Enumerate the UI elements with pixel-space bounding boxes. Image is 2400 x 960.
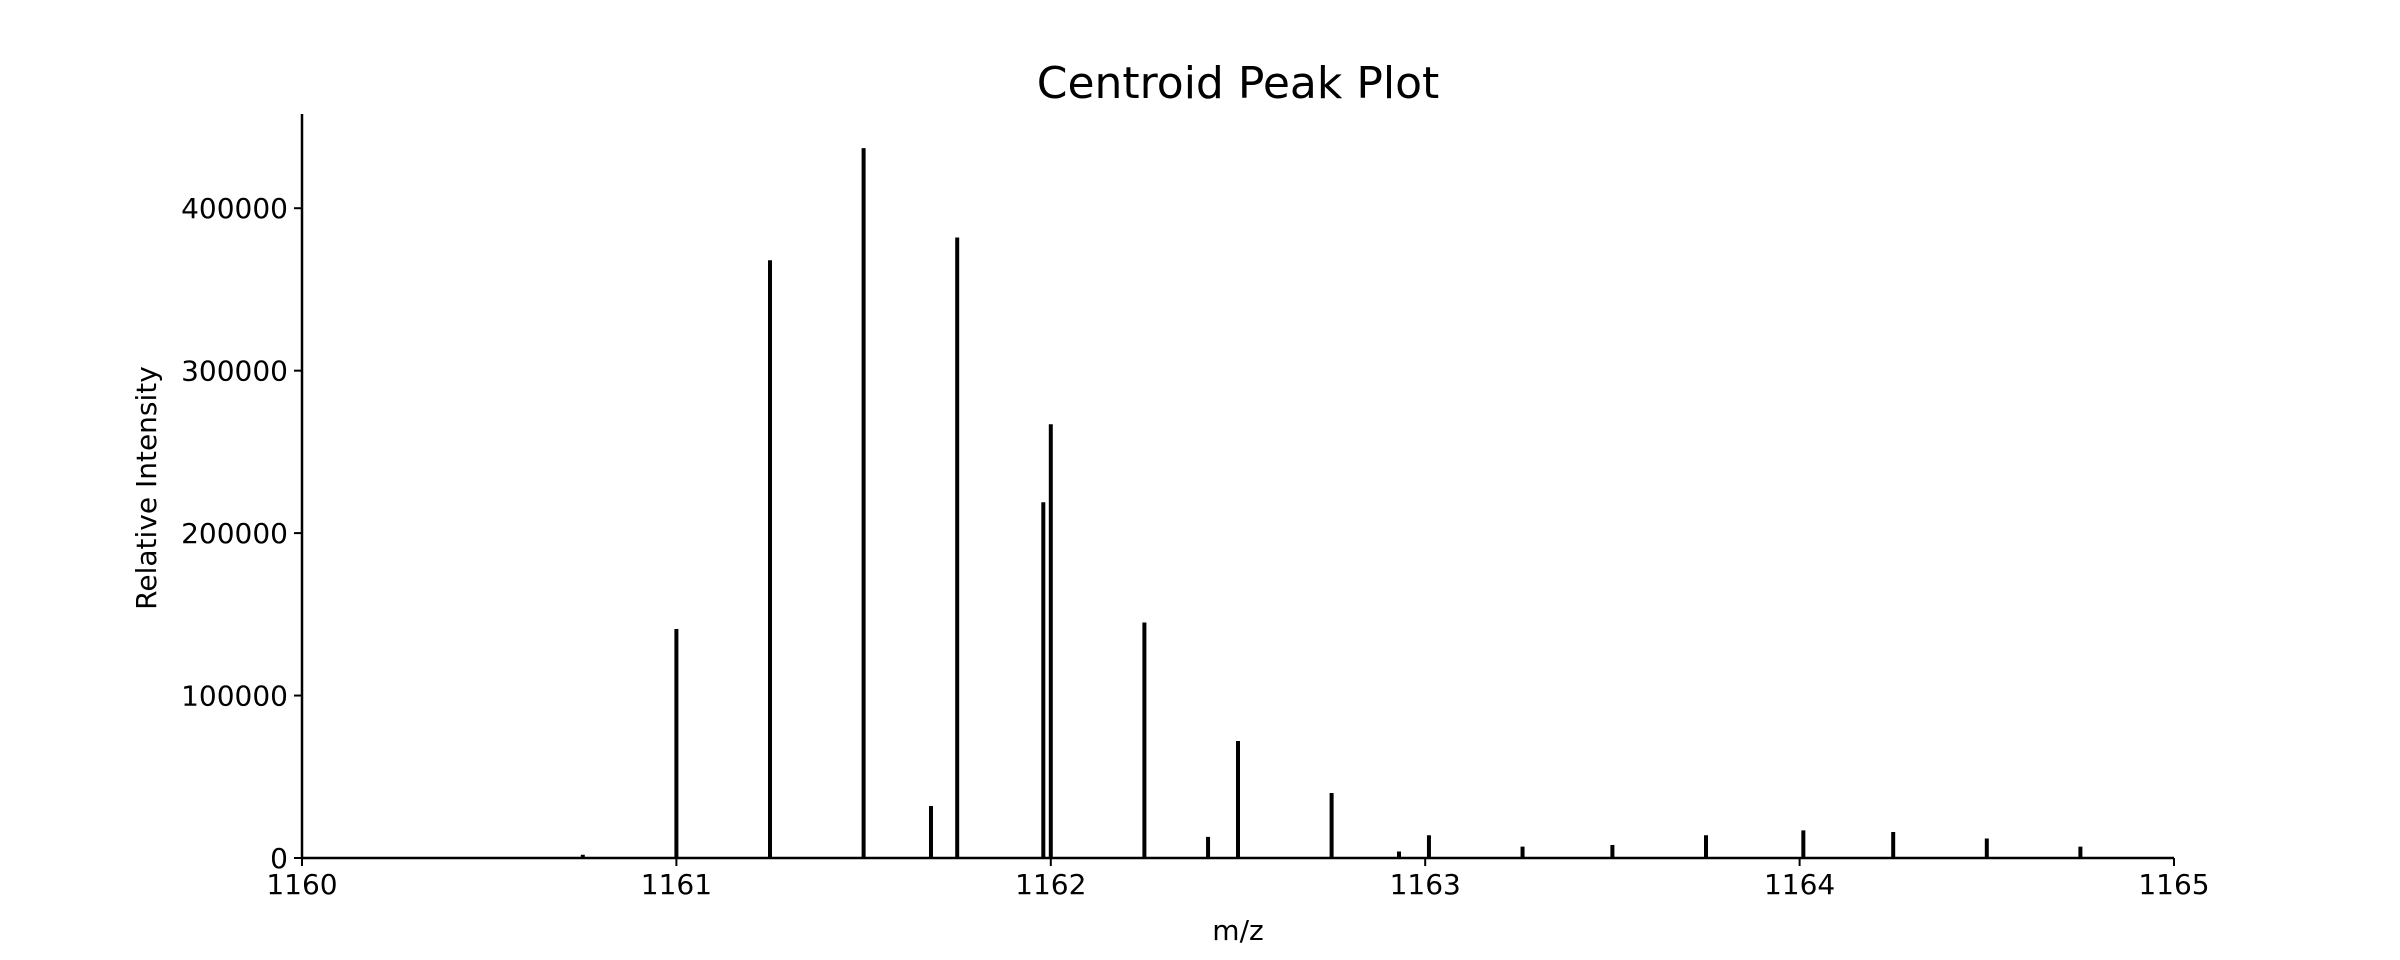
x-tick-label: 1161 — [641, 868, 712, 901]
x-tick-label: 1163 — [1390, 868, 1461, 901]
y-tick-label: 400000 — [181, 192, 288, 225]
y-tick-label: 100000 — [181, 680, 288, 713]
peak-series — [580, 148, 2083, 858]
axes: 1160 1161 1162 1163 1164 1165 0 100000 200000 300… — [181, 114, 2210, 901]
x-tick-label: 1162 — [1015, 868, 1086, 901]
x-tick-label: 1160 — [266, 868, 337, 901]
y-axis-label: Relative Intensity — [130, 366, 163, 610]
y-tick-label: 200000 — [181, 517, 288, 550]
x-tick-label: 1165 — [2138, 868, 2209, 901]
y-tick-label: 0 — [270, 842, 288, 875]
y-tick-label: 300000 — [181, 355, 288, 388]
x-axis-label: m/z — [1212, 914, 1263, 947]
chart-title: Centroid Peak Plot — [1037, 58, 1440, 109]
x-tick-label: 1164 — [1764, 868, 1835, 901]
